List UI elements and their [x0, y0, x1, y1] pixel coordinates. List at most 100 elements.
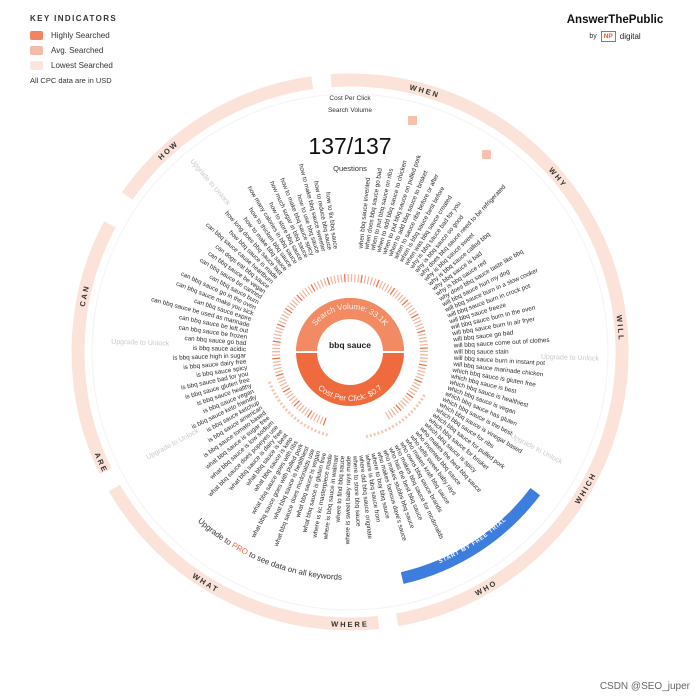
volume-tick [278, 379, 286, 384]
outer-ring-segment [330, 73, 629, 627]
volume-tick [279, 381, 288, 387]
volume-tick [419, 360, 428, 363]
volume-tick [397, 294, 404, 302]
outer-ring-segment [121, 76, 314, 200]
volume-tick [291, 299, 299, 306]
volume-tick [310, 412, 316, 420]
volume-tick [313, 282, 319, 291]
volume-tick [284, 307, 293, 314]
category-label-can[interactable]: CAN [78, 284, 91, 308]
volume-tick [419, 357, 428, 360]
volume-tick [375, 279, 380, 288]
volume-tick [378, 280, 384, 289]
volume-tick [275, 373, 284, 377]
volume-tick [284, 390, 293, 396]
volume-tick [313, 413, 318, 422]
volume-tick [360, 274, 363, 283]
volume-tick [407, 307, 415, 314]
volume-tick [366, 276, 370, 285]
volume-tick [389, 287, 396, 296]
query-text[interactable]: where is sweet baby rays made [344, 455, 352, 545]
volume-tick [412, 381, 421, 387]
category-label-where[interactable]: WHERE [331, 619, 369, 629]
volume-tick [273, 337, 282, 340]
start-trial-text: START MY FREE TRIAL [438, 517, 507, 565]
legend-item-avg: Avg. Searched [30, 46, 117, 55]
volume-tick [363, 275, 367, 284]
volume-tick [272, 360, 281, 363]
volume-tick [293, 400, 301, 407]
volume-tick [394, 292, 401, 299]
brand-logo: AnswerThePublic by NP digital [560, 14, 670, 42]
volume-tick [304, 408, 310, 416]
volume-tick [287, 305, 295, 311]
category-label-text: WHERE [331, 619, 367, 629]
volume-tick [387, 410, 394, 418]
volume-tick [272, 344, 281, 347]
volume-tick [340, 274, 343, 283]
volume-tick [323, 278, 328, 287]
volume-tick [415, 375, 424, 380]
volume-tick [417, 329, 426, 334]
volume-tick [281, 384, 289, 390]
volume-tick [417, 369, 426, 374]
volume-tick [416, 372, 425, 377]
volume-tick [395, 404, 402, 412]
legend-label: Highly Searched [51, 31, 110, 40]
volume-tick [310, 284, 316, 292]
legend-item-lowest: Lowest Searched [30, 61, 117, 70]
query-text[interactable]: where to find bbq sauce [335, 455, 347, 524]
volume-tick [404, 395, 412, 402]
cpc-toggle-label[interactable]: Cost Per Click [329, 95, 371, 102]
volume-tick [416, 326, 425, 331]
volume-tick [298, 404, 305, 412]
volume-tick [413, 319, 422, 325]
volume-tick [301, 290, 308, 298]
cpc-note: All CPC data are in USD [30, 76, 112, 85]
volume-badge [408, 116, 417, 125]
volume-tick [414, 378, 423, 384]
volume-tick [384, 284, 390, 292]
volume-tick [409, 387, 418, 393]
query-text[interactable]: will bbq sauce stain [453, 349, 509, 356]
volume-tick [274, 370, 283, 374]
volume-tick [330, 276, 334, 285]
volume-tick [281, 313, 289, 319]
volume-tick [397, 402, 405, 409]
upgrade-to-unlock-label: Upgrade to Unlock [145, 428, 200, 462]
outer-ring-segment [71, 221, 116, 475]
volume-tick [415, 323, 423, 328]
volume-tick [319, 279, 325, 288]
upgrade-suffix: to see data on all keywords [245, 549, 342, 582]
volume-tick [274, 330, 283, 334]
query-text[interactable]: where to store bbq sauce [351, 455, 361, 527]
volume-tick [273, 366, 282, 370]
volume-tick [410, 313, 419, 319]
volume-tick [357, 274, 360, 283]
volume-tick [316, 280, 322, 289]
upgrade-to-unlock-label: Upgrade to Unlock [541, 354, 600, 363]
volume-tick [409, 310, 417, 316]
volume-tick [372, 278, 377, 287]
volume-tick [276, 376, 285, 381]
query-text[interactable]: is bbq sauce acidic [193, 345, 246, 353]
upgrade-to-unlock-label: Upgrade to Unlock [188, 158, 231, 207]
start-trial-button[interactable] [400, 488, 541, 584]
volume-tick [400, 400, 407, 407]
volume-tick [296, 294, 303, 302]
volume-tick [412, 316, 421, 322]
category-label-will[interactable]: WILL [615, 315, 626, 342]
volume-tick [278, 320, 287, 325]
volume-tick [304, 287, 311, 296]
start-trial-label[interactable]: START MY FREE TRIAL [438, 517, 508, 565]
np-logo: NP [600, 31, 616, 42]
watermark: CSDN @SEO_juper [599, 681, 690, 692]
volume-tick [354, 274, 356, 283]
outer-ring-segment [108, 484, 380, 631]
volume-toggle-label[interactable]: Search Volume [328, 107, 372, 114]
volume-tick [403, 302, 411, 309]
volume-tick [399, 296, 406, 304]
query-text[interactable]: is bbq sauce high in sugar [173, 352, 246, 362]
volume-tick [307, 410, 313, 418]
